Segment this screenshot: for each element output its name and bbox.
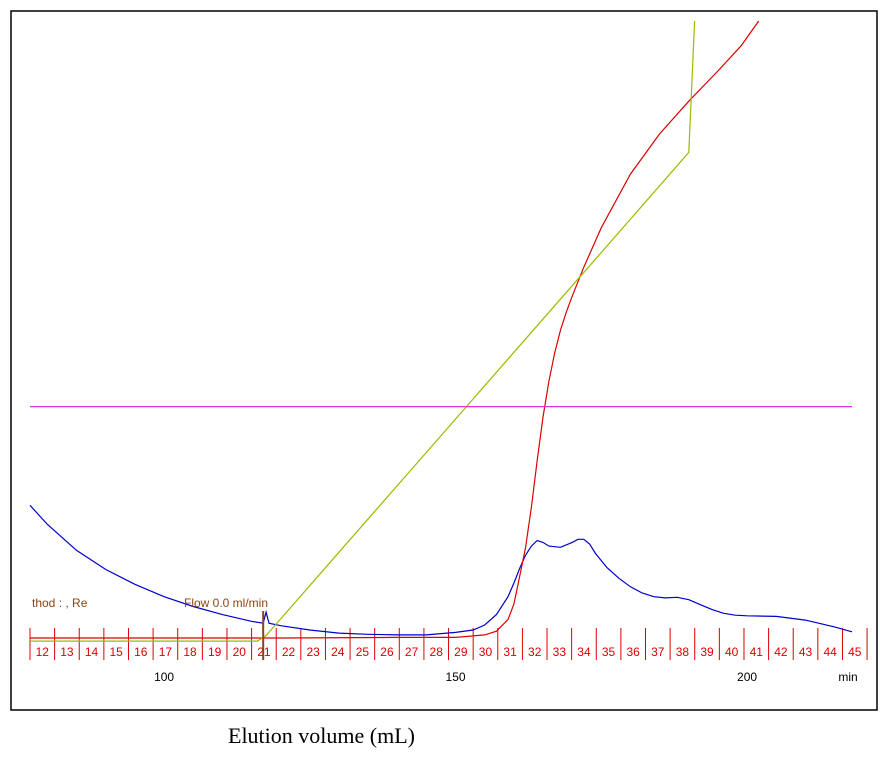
fraction-label: 40	[725, 645, 739, 659]
fraction-label: 43	[799, 645, 813, 659]
fraction-label: 44	[823, 645, 837, 659]
x-tick-label: 200	[737, 670, 757, 684]
x-axis-label: Elution volume (mL)	[228, 723, 415, 748]
fraction-label: 35	[602, 645, 616, 659]
fraction-label: 27	[405, 645, 419, 659]
x-tick-label: 100	[154, 670, 174, 684]
fraction-label: 25	[356, 645, 370, 659]
fraction-label: 15	[109, 645, 123, 659]
plot-frame	[10, 10, 878, 711]
fraction-label: 24	[331, 645, 345, 659]
fraction-label: 12	[36, 645, 50, 659]
fraction-label: 34	[577, 645, 591, 659]
fraction-label: 18	[183, 645, 197, 659]
fraction-label: 30	[479, 645, 493, 659]
fraction-label: 23	[306, 645, 320, 659]
fraction-label: 31	[503, 645, 517, 659]
fraction-label: 45	[848, 645, 862, 659]
fraction-label: 28	[430, 645, 444, 659]
fraction-label: 39	[700, 645, 714, 659]
fraction-label: 32	[528, 645, 542, 659]
x-unit-label: min	[838, 670, 857, 684]
fraction-label: 29	[454, 645, 468, 659]
fraction-label: 42	[774, 645, 788, 659]
series-line-conductivity	[30, 20, 760, 639]
fraction-label: 17	[159, 645, 173, 659]
flow-annotation: Flow 0.0 ml/min	[184, 596, 268, 610]
fraction-label: 41	[750, 645, 764, 659]
fraction-label: 22	[282, 645, 296, 659]
fraction-label: 16	[134, 645, 148, 659]
method-annotation: thod : , Re	[32, 596, 88, 610]
fraction-label: 13	[60, 645, 74, 659]
fraction-label: 36	[627, 645, 641, 659]
series-line-uv	[29, 504, 853, 636]
fraction-label: 38	[676, 645, 690, 659]
fraction-label: 33	[553, 645, 567, 659]
fraction-label: 37	[651, 645, 665, 659]
fraction-label: 14	[85, 645, 99, 659]
fraction-label: 20	[233, 645, 247, 659]
fraction-label: 26	[380, 645, 394, 659]
x-tick-label: 150	[446, 670, 466, 684]
series-line-gradient	[30, 20, 696, 642]
fraction-label: 19	[208, 645, 222, 659]
